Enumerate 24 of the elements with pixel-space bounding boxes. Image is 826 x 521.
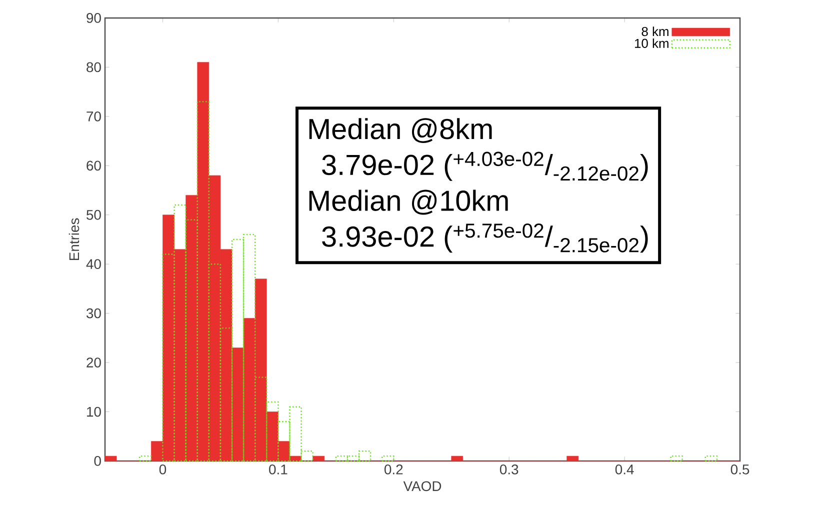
annotation: Median @8km <box>309 118 492 144</box>
y-tick-label: 10 <box>87 406 101 417</box>
x-tick-label: 0.4 <box>615 464 634 474</box>
x-tick-label: 0 <box>159 464 166 474</box>
annotation: 3.79e-02 ($^{+4.03e-02}$/$_{-2.12e-02}$) <box>322 152 648 181</box>
y-tick-label: 0 <box>94 456 101 466</box>
annotation: Median @10km <box>309 190 508 215</box>
annotation: 3.93e-02 ($^{+5.75e-02}$/$_{-2.15e-02}$) <box>322 223 648 253</box>
y-tick-label: 50 <box>86 210 101 220</box>
y-axis-title: Entries <box>68 218 80 260</box>
legend-label: 10 km <box>635 38 668 48</box>
x-tick-label: 0.3 <box>500 464 518 474</box>
x-tick-label: 0.1 <box>269 464 288 474</box>
y-tick-label: 90 <box>86 13 101 23</box>
x-tick-label: 0.2 <box>384 464 403 474</box>
y-tick-label: 80 <box>86 62 101 72</box>
y-tick-label: 40 <box>86 259 101 270</box>
legend-label: 8 km <box>642 26 668 36</box>
y-tick-label: 60 <box>86 160 101 171</box>
x-tick-label: 0.5 <box>730 464 750 474</box>
y-tick-label: 20 <box>86 358 101 368</box>
y-tick-label: 70 <box>86 111 101 122</box>
x-axis-title: VAOD <box>403 481 442 492</box>
y-tick-label: 30 <box>86 308 101 318</box>
